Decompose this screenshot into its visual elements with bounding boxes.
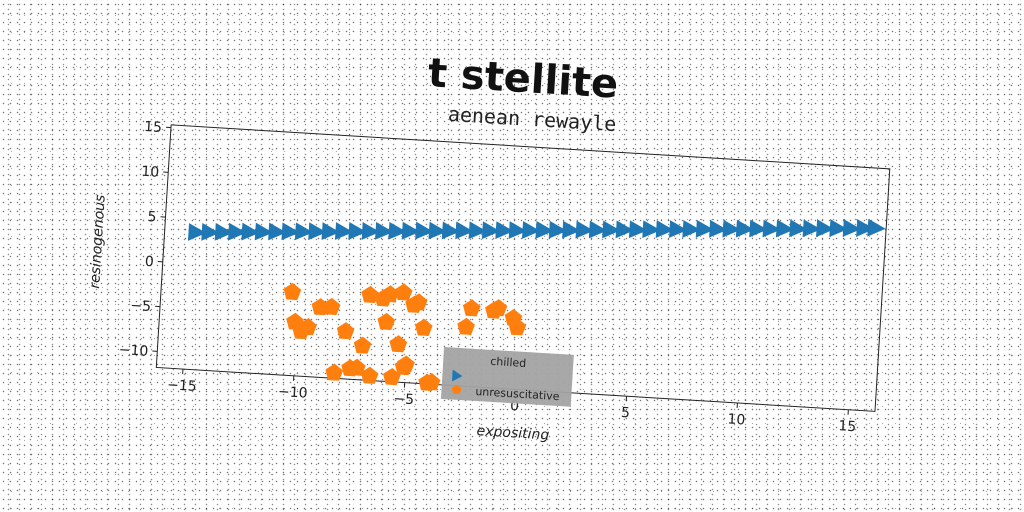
triangle-point: [682, 220, 701, 238]
x-axis-label: expositing: [476, 423, 550, 443]
pentagon-point: [397, 355, 415, 373]
triangle-point: [348, 222, 367, 240]
triangle-point: [816, 219, 835, 238]
triangle-point: [241, 222, 260, 241]
triangle-point: [521, 221, 541, 239]
pentagon-point: [361, 285, 379, 304]
chart-subtitle: aenean rewayle: [447, 102, 617, 136]
x-tick-label: 5: [621, 405, 631, 422]
triangle-point: [361, 222, 380, 240]
triangle-point: [268, 222, 287, 241]
x-tick-label: 10: [727, 411, 746, 428]
pentagon-point: [394, 283, 413, 301]
pentagon-point: [457, 317, 475, 335]
pentagon-point: [347, 358, 366, 376]
triangle-point: [669, 220, 688, 238]
y-tick-label: 10: [141, 164, 160, 181]
y-tick-label: −5: [130, 298, 152, 315]
triangle-point: [415, 221, 434, 240]
triangle-point: [749, 219, 768, 238]
triangle-point: [642, 220, 661, 239]
y-tick-label: −10: [118, 342, 148, 360]
x-tick-label: 0: [510, 398, 520, 415]
y-tick-label: 15: [144, 119, 163, 136]
pentagon-point: [415, 318, 433, 336]
triangle-point: [789, 219, 808, 238]
pentagon-point: [508, 318, 527, 336]
triangle-point: [535, 220, 554, 239]
x-tick-label: −5: [393, 391, 415, 408]
triangle-point: [856, 219, 875, 237]
triangle-point: [775, 219, 795, 238]
pentagon-point: [377, 312, 396, 331]
triangle-point: [722, 219, 741, 238]
triangle-point: [201, 222, 220, 241]
pentagon-point: [353, 336, 372, 354]
pentagon-point: [409, 293, 428, 311]
triangle-point: [655, 220, 675, 238]
y-tick-label: 5: [147, 209, 157, 226]
pentagon-point: [325, 363, 344, 381]
triangle-point: [628, 220, 648, 239]
triangle-point: [735, 219, 755, 238]
triangle-point: [401, 221, 421, 240]
triangle-point: [308, 222, 327, 241]
triangle-point: [508, 221, 527, 239]
triangle-point: [468, 221, 487, 240]
triangle-point: [762, 219, 781, 238]
triangle-point: [441, 221, 461, 240]
legend-marker-pentagon: [451, 384, 462, 394]
pentagon-point: [360, 366, 379, 384]
triangle-point: [375, 221, 394, 240]
legend: chilled unresuscitative: [440, 346, 574, 407]
x-tick-label: −10: [278, 384, 308, 402]
triangle-point: [548, 220, 568, 239]
y-axis-label: resinogenous: [87, 194, 109, 289]
triangle-point: [214, 222, 234, 241]
triangle-point: [481, 221, 501, 240]
triangle-point: [281, 222, 300, 241]
pentagon-point: [422, 373, 441, 391]
data-marks: [187, 218, 886, 391]
triangle-point: [495, 221, 514, 240]
triangle-point: [562, 220, 581, 239]
triangle-point: [709, 219, 728, 238]
chart-title: t stellite: [427, 50, 620, 108]
pentagon-point: [299, 318, 317, 336]
pentagon-point: [489, 299, 508, 317]
triangle-point: [867, 218, 886, 237]
pentagon-point: [336, 322, 355, 340]
triangle-point: [602, 220, 621, 239]
triangle-point: [187, 223, 207, 241]
triangle-point: [829, 219, 848, 237]
triangle-point: [842, 219, 862, 237]
triangle-point: [455, 221, 474, 240]
triangle-point: [695, 219, 715, 238]
plot-area: aenean rewayle −15 −10 −5 0 5 10 15 −10 −5 0 5 10 15…: [87, 102, 891, 444]
triangle-point: [388, 221, 407, 240]
pentagon-point: [322, 297, 341, 315]
triangle-point: [228, 222, 247, 241]
pentagon-point: [462, 299, 481, 317]
legend-label-2: unresuscitative: [475, 385, 560, 403]
triangle-point: [294, 222, 314, 241]
pentagon-point: [389, 335, 408, 353]
triangle-point: [802, 219, 821, 238]
triangle-point: [321, 222, 340, 240]
triangle-point: [334, 222, 354, 240]
x-tick-label: −15: [167, 377, 197, 395]
legend-marker-triangle: [451, 369, 463, 382]
pentagon-point: [283, 282, 302, 301]
legend-box: [440, 346, 574, 407]
triangle-point: [615, 220, 634, 239]
triangle-point: [428, 221, 447, 240]
triangle-point: [575, 220, 594, 239]
x-tick-label: 15: [838, 418, 857, 435]
y-tick-label: 0: [144, 254, 154, 271]
triangle-point: [254, 222, 274, 241]
axis-ticks: −15 −10 −5 0 5 10 15 −10 −5 0 5 10 15: [118, 119, 857, 435]
legend-title: chilled: [490, 355, 527, 370]
triangle-point: [588, 220, 608, 239]
